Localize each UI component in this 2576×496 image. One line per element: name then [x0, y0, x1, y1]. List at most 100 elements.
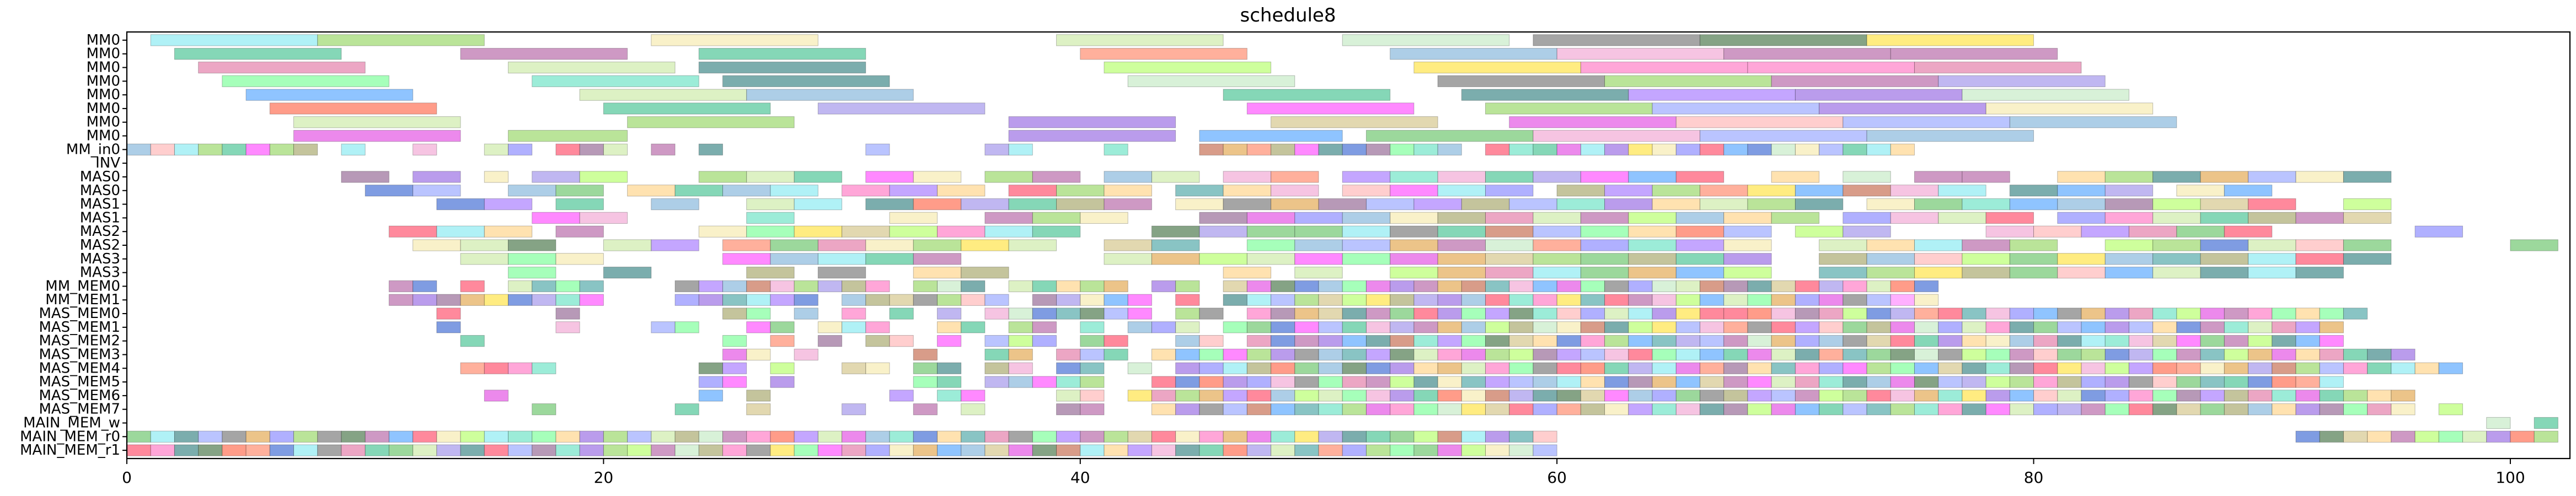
task-bar	[413, 185, 461, 197]
task-bar	[2414, 430, 2439, 443]
task-bar	[1747, 198, 1796, 211]
task-bar	[1914, 403, 1939, 416]
task-bar	[1723, 362, 1748, 374]
task-bar	[961, 294, 986, 306]
task-bar	[1699, 390, 1725, 402]
task-bar	[1699, 376, 1725, 388]
task-bar	[698, 430, 723, 443]
task-bar	[1485, 103, 1653, 115]
task-bar	[746, 321, 771, 333]
task-bar	[2343, 253, 2392, 265]
task-bar	[746, 403, 771, 416]
task-bar	[1008, 444, 1033, 456]
task-bar	[2367, 348, 2392, 361]
task-bar	[1175, 308, 1200, 320]
task-bar	[1843, 143, 1867, 156]
task-bar	[532, 75, 699, 87]
task-bar	[1008, 335, 1033, 347]
task-bar	[889, 308, 914, 320]
task-bar	[2343, 212, 2392, 224]
task-bar	[1437, 143, 1462, 156]
task-bar	[1795, 225, 1844, 238]
task-bar	[1652, 185, 1700, 197]
task-bar	[484, 362, 509, 374]
task-bar	[555, 185, 604, 197]
task-bar	[1556, 376, 1581, 388]
task-bar	[1533, 362, 1557, 374]
task-bar	[746, 348, 771, 361]
task-bar	[1175, 430, 1200, 443]
task-bar	[1747, 403, 1772, 416]
task-bar	[1437, 280, 1462, 293]
task-bar	[698, 171, 747, 183]
task-bar	[1914, 266, 1963, 279]
task-bar	[1985, 362, 2010, 374]
task-bar	[1461, 348, 1486, 361]
task-bar	[1080, 335, 1105, 347]
task-bar	[413, 280, 437, 293]
task-bar	[1437, 348, 1462, 361]
task-bar	[508, 266, 556, 279]
task-bar	[1675, 225, 1725, 238]
task-bar	[1747, 390, 1772, 402]
task-bar	[627, 430, 652, 443]
task-bar	[889, 294, 914, 306]
task-bar	[1890, 390, 1915, 402]
task-bar	[1413, 308, 1438, 320]
task-bar	[2200, 308, 2225, 320]
task-bar	[1556, 321, 1581, 333]
task-bar	[842, 185, 890, 197]
task-bar	[1246, 143, 1272, 156]
task-bar	[1056, 376, 1081, 388]
task-bar	[651, 198, 699, 211]
task-bar	[961, 403, 986, 416]
task-bar	[1104, 61, 1272, 74]
task-bar	[936, 321, 962, 333]
task-bar	[1580, 280, 1605, 293]
task-bar	[1509, 403, 1534, 416]
task-bar	[1151, 225, 1200, 238]
task-bar	[1413, 61, 1581, 74]
task-bar	[1104, 171, 1152, 183]
task-bar	[2295, 308, 2320, 320]
task-bar	[1485, 390, 1510, 402]
task-bar	[1437, 239, 1486, 251]
task-bar	[1533, 130, 1700, 142]
task-bar	[1699, 34, 1867, 46]
task-bar	[1819, 376, 1844, 388]
task-bar	[2152, 335, 2177, 347]
task-bar	[1795, 89, 1963, 101]
task-bar	[1104, 198, 1152, 211]
task-bar	[722, 444, 747, 456]
task-bar	[1747, 362, 1772, 374]
y-tick-label: MAS_MEM7	[39, 401, 120, 418]
task-bar	[2033, 225, 2082, 238]
task-bar	[1604, 294, 1629, 306]
task-bar	[722, 308, 747, 320]
task-bar	[460, 362, 485, 374]
task-bar	[651, 444, 676, 456]
task-bar	[1795, 308, 1820, 320]
task-bar	[1628, 308, 1653, 320]
task-bar	[1890, 280, 1915, 293]
task-bar	[1294, 143, 1319, 156]
task-bar	[1533, 321, 1557, 333]
task-bar	[1175, 390, 1200, 402]
task-bar	[1365, 348, 1391, 361]
task-bar	[842, 321, 866, 333]
task-bar	[269, 103, 437, 115]
task-bar	[2057, 390, 2082, 402]
task-bar	[1628, 239, 1677, 251]
task-bar	[770, 430, 795, 443]
task-bar	[1437, 308, 1462, 320]
task-bar	[1675, 362, 1700, 374]
task-bar	[245, 143, 270, 156]
task-bar	[961, 198, 1009, 211]
task-bar	[1365, 430, 1391, 443]
task-bar	[1771, 390, 1796, 402]
task-bar	[746, 430, 771, 443]
task-bar	[388, 444, 414, 456]
task-bar	[2081, 335, 2106, 347]
task-bar	[2438, 403, 2463, 416]
task-bar	[817, 444, 843, 456]
